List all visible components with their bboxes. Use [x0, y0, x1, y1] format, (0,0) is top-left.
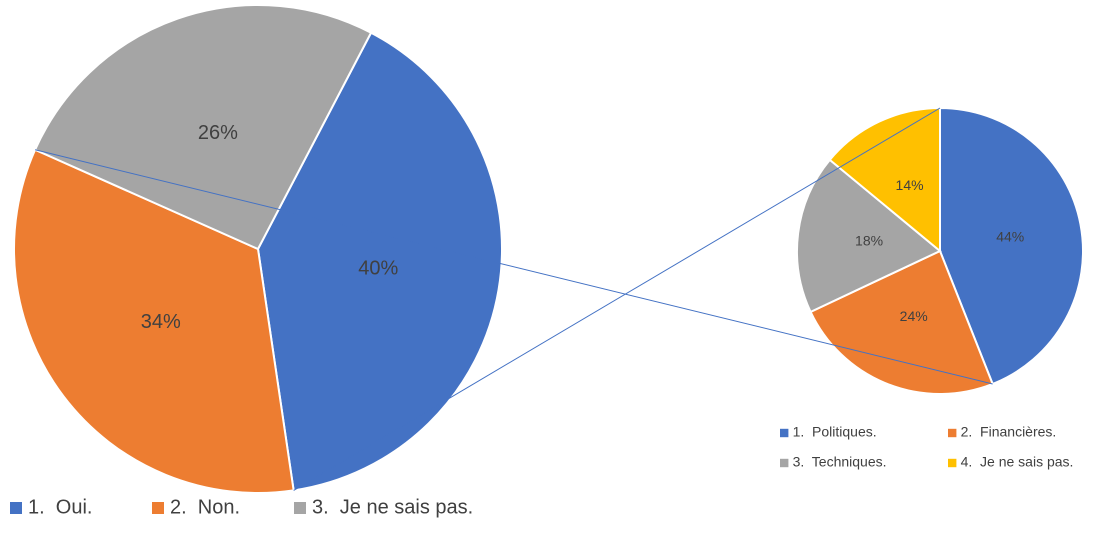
pie-slice: [256, 31, 503, 492]
legend-swatch: [152, 502, 164, 514]
data-label: 44%: [996, 228, 1024, 244]
legend-swatch: [948, 428, 957, 438]
legend-label: 4. Je ne sais pas.: [961, 454, 1074, 470]
legend-label: 1. Politiques.: [793, 424, 877, 440]
legend-label: 1. Oui.: [28, 496, 92, 518]
data-label: 26%: [198, 122, 238, 144]
legend-label: 3. Je ne sais pas.: [312, 496, 473, 518]
legend-label: 3. Techniques.: [793, 454, 887, 470]
legend-swatch: [780, 458, 789, 468]
data-label: 40%: [358, 258, 398, 280]
legend-label: 2. Non.: [170, 496, 240, 518]
legend-label: 2. Financières.: [961, 424, 1057, 440]
data-label: 14%: [896, 177, 924, 193]
legend-swatch: [948, 458, 957, 468]
data-label: 18%: [855, 233, 883, 249]
pie-slice: [13, 148, 295, 494]
legend-swatch: [294, 502, 306, 514]
pie-slice: [796, 158, 942, 314]
pie-slice: [809, 249, 994, 395]
data-label: 24%: [900, 308, 928, 324]
pie-slice: [939, 106, 1084, 386]
data-label: 34%: [141, 311, 181, 333]
connector-line: [293, 107, 941, 491]
legend-swatch: [10, 502, 22, 514]
legend-swatch: [780, 428, 789, 438]
pie-slice: [33, 4, 373, 251]
pie-slice: [828, 106, 941, 254]
connector-line: [34, 149, 993, 385]
